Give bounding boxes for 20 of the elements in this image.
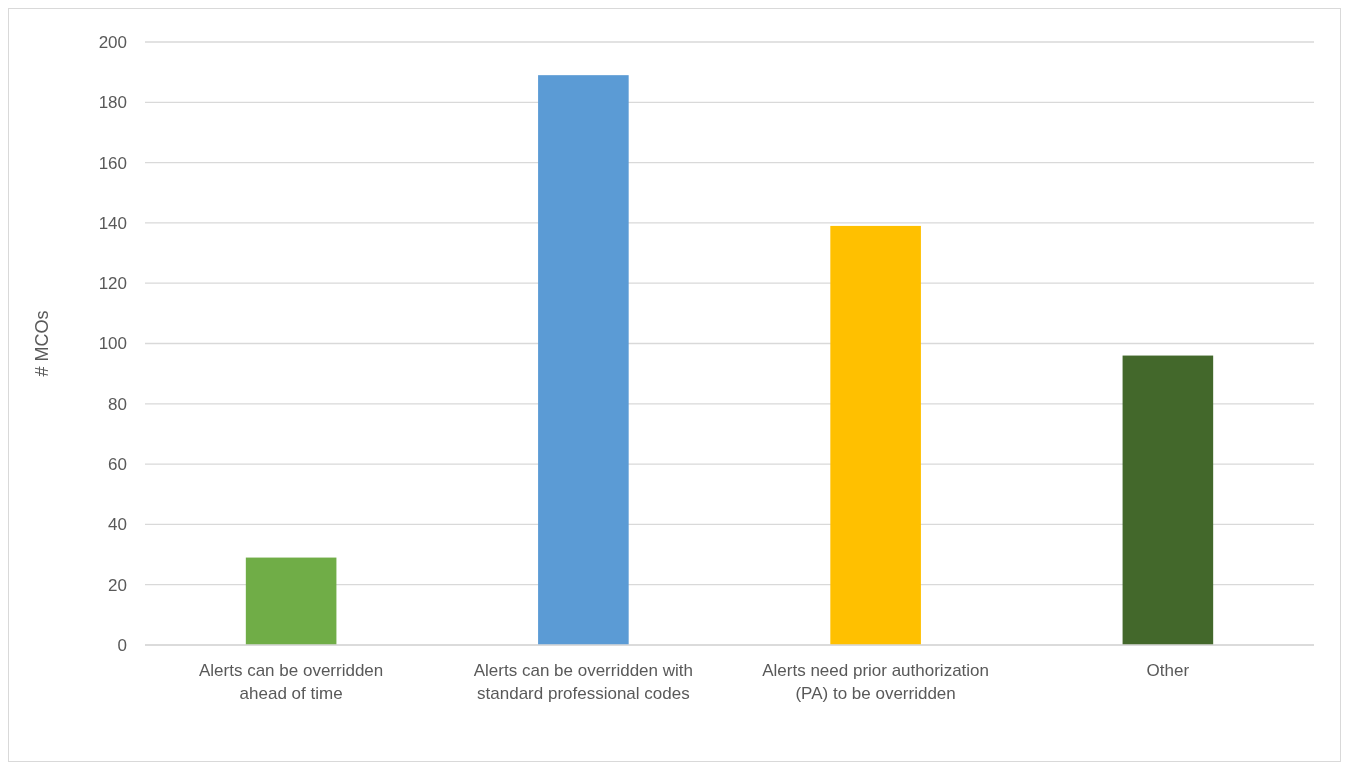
y-tick-label: 20 [108, 575, 127, 595]
y-tick-label: 40 [108, 515, 127, 535]
x-tick-label: Alerts need prior authorization (PA) to be overridden [762, 661, 990, 703]
x-tick-label: Alerts can be overridden ahead of time [198, 661, 384, 703]
x-tick-label: Other [1146, 661, 1190, 680]
y-tick-label: 140 [98, 213, 127, 233]
y-tick-label: 0 [117, 635, 127, 655]
y-tick-label: 160 [98, 153, 127, 173]
y-tick-label: 100 [98, 334, 127, 354]
y-axis-title: # MCOs [32, 310, 52, 377]
x-tick-label: Alerts can be overridden with standard professional codes [473, 661, 693, 703]
bar [245, 557, 337, 645]
bar [1122, 355, 1214, 645]
y-tick-label: 60 [108, 455, 127, 475]
y-tick-label: 120 [98, 274, 127, 294]
y-tick-label: 180 [98, 93, 127, 113]
y-tick-label: 200 [98, 32, 127, 52]
bar [538, 75, 629, 645]
bar [830, 225, 921, 645]
y-tick-label: 80 [108, 394, 127, 414]
